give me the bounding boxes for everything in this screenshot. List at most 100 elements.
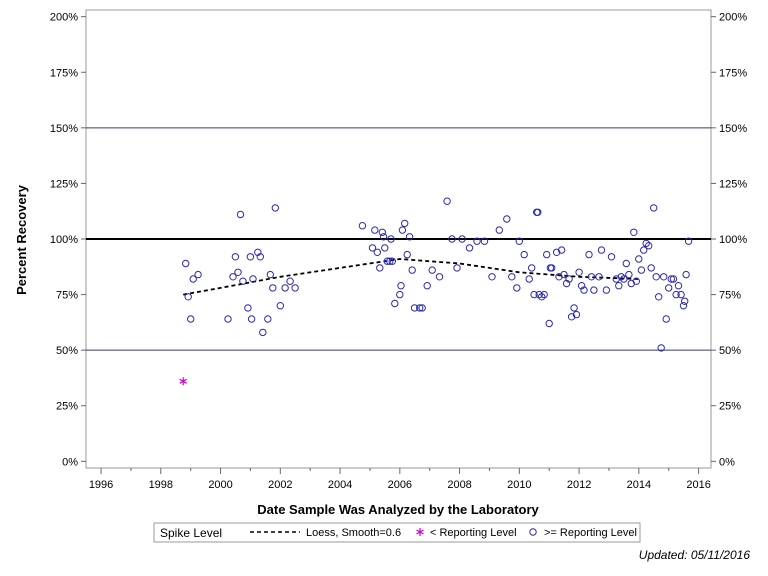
x-tick-label: 2000 [208, 479, 232, 491]
data-point [534, 208, 542, 217]
data-point [548, 264, 556, 272]
data-point [229, 273, 237, 281]
data-point [572, 310, 581, 319]
data-point [545, 319, 553, 328]
data-point [677, 290, 685, 299]
data-point [525, 275, 533, 283]
x-tick-label: 2014 [627, 479, 651, 491]
legend-item-below: < Reporting Level [430, 527, 517, 539]
data-point [443, 197, 451, 205]
data-point [269, 284, 277, 292]
legend-item-loess: Loess, Smooth=0.6 [306, 527, 401, 539]
data-point [381, 244, 389, 252]
data-point-star [179, 377, 187, 386]
data-point [560, 270, 568, 279]
y-tick-label: 175% [50, 67, 78, 79]
loess-line [183, 258, 639, 296]
data-point [645, 242, 653, 250]
data-point [515, 237, 523, 245]
star-stroke [416, 529, 424, 535]
y-tick-label: 50% [56, 345, 78, 357]
data-point [615, 282, 623, 290]
data-point [473, 237, 481, 245]
data-point [249, 275, 257, 283]
y-tick-label-right: 100% [719, 234, 747, 246]
legend-star-marker [416, 528, 424, 536]
data-point [555, 273, 563, 281]
data-point [528, 264, 536, 272]
reporting-level-series [182, 197, 693, 352]
data-point [391, 299, 399, 308]
data-point [453, 264, 461, 272]
y-axis-label: Percent Recovery [14, 184, 29, 295]
data-point [640, 246, 648, 254]
loess-series [183, 258, 639, 296]
data-point [681, 297, 689, 305]
data-point [231, 253, 240, 261]
data-point [495, 226, 503, 234]
data-point [458, 235, 466, 243]
data-point [410, 304, 419, 312]
data-point [388, 257, 396, 265]
data-point [378, 228, 386, 237]
star-stroke [179, 378, 187, 384]
data-point [383, 257, 391, 265]
y-tick-label: 125% [50, 178, 78, 190]
data-point [266, 270, 274, 279]
below-reporting-level-series [179, 377, 187, 386]
data-point [612, 275, 620, 283]
data-point [667, 275, 675, 283]
data-point [520, 250, 528, 259]
y-axis-right: 0% 25% 50% 75% 100% 125% 150% 175% 200% [711, 12, 747, 468]
data-point [679, 302, 688, 310]
data-point [552, 248, 561, 257]
data-point [665, 284, 673, 292]
data-point [682, 270, 690, 279]
data-point [567, 313, 576, 321]
data-point [234, 268, 242, 276]
data-point [286, 277, 294, 285]
legend-circle-marker [529, 528, 537, 536]
data-point [538, 293, 546, 301]
data-point [246, 253, 255, 261]
data-point [184, 293, 192, 301]
legend-box [153, 522, 641, 543]
data-point [194, 270, 202, 279]
data-point [530, 290, 538, 299]
data-point [655, 293, 663, 301]
data-point [418, 304, 426, 312]
reference-lines [86, 127, 711, 351]
data-point [684, 237, 693, 245]
data-point [401, 219, 409, 228]
data-point [387, 235, 395, 243]
y-tick-label: 200% [50, 12, 78, 24]
data-point [423, 282, 431, 290]
updated-timestamp: Updated: 05/11/2016 [638, 548, 750, 562]
data-point [669, 275, 678, 283]
x-axis-label: Date Sample Was Analyzed by the Laborato… [257, 502, 539, 517]
data-point [244, 304, 252, 312]
data-point [259, 328, 267, 337]
data-point [358, 222, 367, 230]
data-point [635, 255, 643, 263]
data-point [435, 273, 444, 281]
data-point [637, 266, 646, 274]
data-point [672, 290, 680, 299]
data-point [256, 253, 264, 261]
data-point [580, 286, 588, 294]
y-tick-label-right: 200% [719, 12, 747, 24]
data-point [595, 273, 603, 281]
data-point [565, 275, 573, 283]
data-point [398, 226, 407, 234]
data-point [291, 284, 299, 292]
data-point [632, 277, 640, 285]
y-tick-label-right: 175% [719, 67, 747, 79]
data-point [617, 273, 625, 281]
x-tick-label: 2010 [507, 479, 531, 491]
data-point [276, 302, 284, 310]
data-point [373, 248, 381, 257]
data-point [607, 253, 616, 261]
data-point [236, 210, 245, 219]
data-point [513, 284, 521, 292]
